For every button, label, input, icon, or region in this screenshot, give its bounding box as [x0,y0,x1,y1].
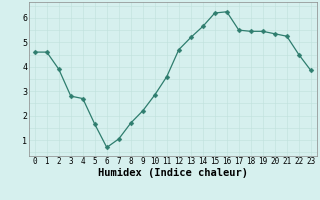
X-axis label: Humidex (Indice chaleur): Humidex (Indice chaleur) [98,168,248,178]
